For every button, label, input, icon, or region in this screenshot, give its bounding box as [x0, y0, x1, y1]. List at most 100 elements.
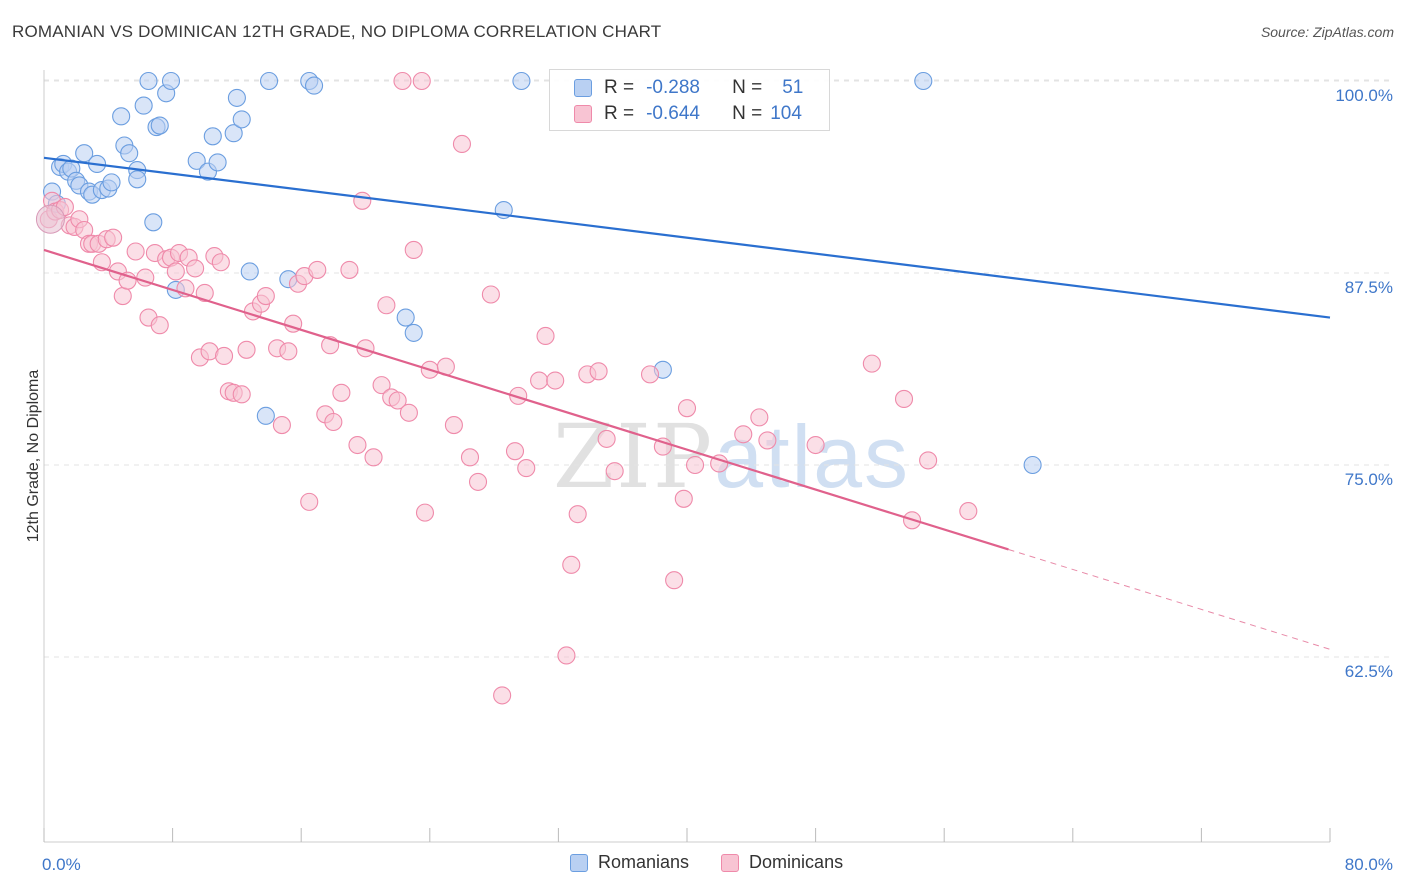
point-dominicans	[536, 326, 555, 346]
point-romanians	[128, 170, 147, 189]
point-dominicans	[750, 408, 769, 427]
source-label: Source: ZipAtlas.com	[1260, 24, 1394, 40]
legend-item-romanians[interactable]: Romanians	[570, 852, 689, 873]
point-dominicans	[589, 362, 608, 381]
point-dominicans	[734, 425, 753, 444]
point-dominicans	[677, 399, 697, 418]
point-dominicans	[211, 253, 230, 272]
point-dominicans	[126, 242, 145, 261]
point-romanians	[134, 96, 153, 115]
legend-label-dominicans: Dominicans	[749, 852, 844, 872]
point-dominicans	[665, 571, 684, 590]
point-romanians	[102, 173, 121, 192]
legend-swatch-dominicans	[574, 105, 592, 123]
point-dominicans	[509, 386, 528, 405]
point-dominicans	[468, 472, 488, 491]
point-dominicans	[444, 416, 463, 435]
trend-line-dominicans	[43, 248, 1009, 551]
legend-r-label: R =	[604, 103, 635, 124]
point-romanians	[305, 76, 324, 95]
point-dominicans	[364, 448, 383, 467]
point-dominicans	[674, 489, 693, 508]
point-dominicans	[685, 455, 705, 475]
series-legend: Romanians Dominicans	[570, 852, 875, 873]
point-romanians	[203, 127, 222, 146]
point-dominicans	[517, 459, 536, 478]
legend-n-value: 104	[770, 103, 802, 124]
point-dominicans	[348, 435, 367, 455]
point-dominicans	[412, 71, 431, 91]
point-dominicans	[150, 316, 169, 335]
legend-swatch-romanians	[570, 853, 588, 872]
point-dominicans	[393, 71, 412, 91]
chart-title: ROMANIAN VS DOMINICAN 12TH GRADE, NO DIP…	[12, 22, 662, 41]
point-dominicans	[959, 502, 978, 521]
point-dominicans	[530, 371, 549, 390]
point-dominicans	[377, 296, 396, 315]
point-romanians	[161, 71, 181, 91]
point-dominicans	[399, 403, 418, 422]
legend-item-dominicans[interactable]: Dominicans	[721, 852, 843, 873]
point-dominicans	[300, 492, 319, 511]
point-romanians	[139, 71, 158, 91]
point-dominicans	[505, 442, 525, 461]
point-dominicans	[919, 451, 938, 470]
point-dominicans	[493, 686, 512, 705]
point-romanians	[1023, 455, 1042, 475]
y-tick-label: 62.5%	[1345, 662, 1393, 681]
point-dominicans	[353, 191, 372, 210]
point-dominicans	[237, 340, 256, 359]
point-cluster	[35, 204, 65, 234]
point-dominicans	[481, 285, 500, 304]
point-dominicans	[862, 354, 881, 373]
point-dominicans	[404, 240, 423, 260]
point-dominicans	[166, 262, 185, 281]
point-dominicans	[546, 371, 565, 390]
point-romanians	[150, 116, 169, 135]
legend-row-romanians: R = -0.288 N = 51	[574, 76, 803, 100]
point-dominicans	[653, 437, 672, 456]
point-romanians	[240, 262, 259, 281]
trend-line-extension-dominicans	[1008, 549, 1331, 650]
stats-legend: R = -0.288 N = 51 R = -0.644 N = 104	[549, 69, 830, 131]
point-dominicans	[597, 429, 616, 448]
point-romanians	[256, 406, 275, 425]
point-dominicans	[562, 555, 581, 574]
point-dominicans	[568, 505, 587, 524]
legend-label-romanians: Romanians	[598, 852, 690, 872]
point-dominicans	[232, 385, 251, 404]
point-dominicans	[806, 435, 825, 455]
trend-line-romanians	[43, 156, 1331, 319]
point-dominicans	[186, 259, 205, 278]
point-dominicans	[640, 365, 660, 384]
point-dominicans	[605, 462, 624, 481]
legend-n-label: N =	[732, 77, 763, 98]
point-romanians	[224, 124, 243, 143]
point-romanians	[232, 110, 251, 129]
legend-r-value: -0.288	[646, 77, 700, 98]
point-dominicans	[279, 342, 298, 361]
legend-r-value: -0.644	[646, 103, 700, 124]
legend-swatch-romanians	[574, 79, 592, 97]
x-tick-label: 0.0%	[42, 855, 81, 874]
point-romanians	[512, 71, 531, 91]
point-romanians	[404, 323, 423, 342]
y-axis-title: 12th Grade, No Diploma	[25, 370, 42, 543]
point-dominicans	[758, 431, 777, 450]
legend-r-label: R =	[604, 77, 635, 98]
point-dominicans	[452, 134, 472, 154]
point-romanians	[187, 151, 206, 170]
point-romanians	[914, 71, 933, 91]
y-tick-label: 100.0%	[1335, 86, 1393, 105]
point-dominicans	[214, 346, 234, 365]
point-dominicans	[308, 260, 327, 279]
legend-row-dominicans: R = -0.644 N = 104	[574, 102, 802, 126]
point-romanians	[227, 88, 246, 107]
y-tick-label: 75.0%	[1345, 470, 1393, 489]
legend-swatch-dominicans	[721, 853, 740, 872]
point-dominicans	[272, 416, 291, 435]
point-romanians	[396, 308, 415, 327]
point-romanians	[259, 71, 279, 91]
point-dominicans	[332, 383, 351, 402]
